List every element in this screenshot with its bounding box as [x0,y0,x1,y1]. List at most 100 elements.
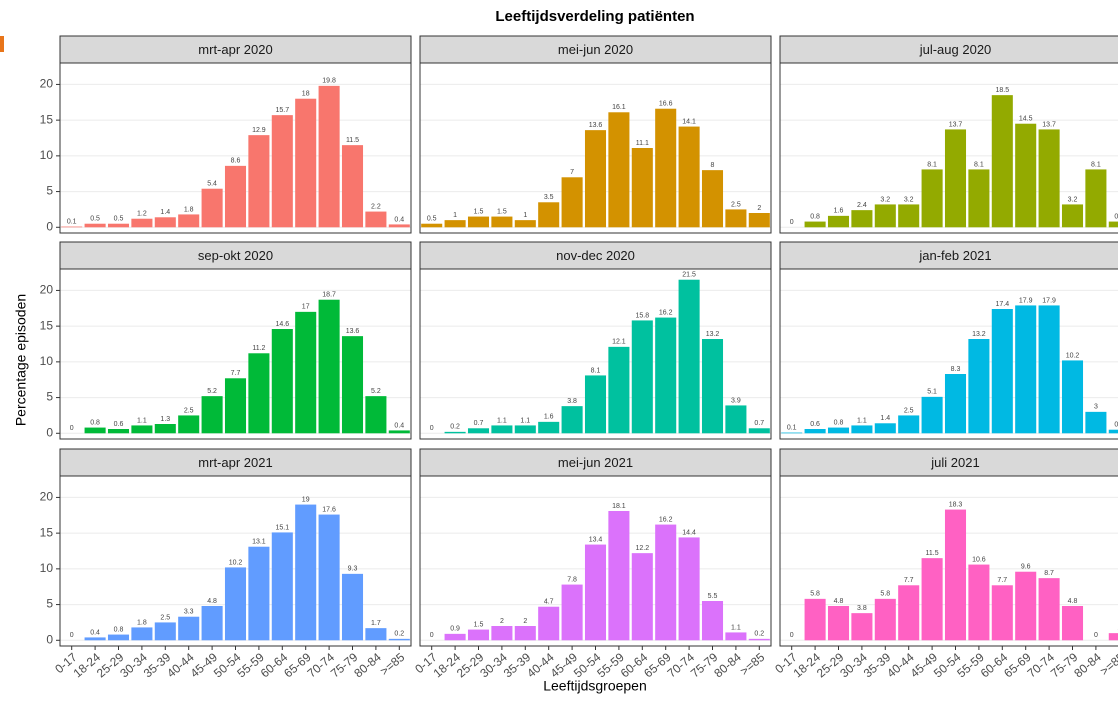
x-tick-label: >=85 [377,650,407,679]
value-label: 13.7 [949,121,963,128]
value-label: 14.6 [275,321,289,328]
bar [1038,129,1060,228]
value-label: 0.9 [450,626,460,633]
bar [1038,305,1060,434]
strip-label: juli 2021 [930,455,979,470]
value-label: 0.5 [427,216,437,223]
bar [608,511,630,641]
value-label: 18.5 [995,87,1009,94]
bar [804,598,826,641]
strip-label: sep-okt 2020 [198,248,273,263]
value-label: 13.6 [589,122,603,129]
value-label: 11.5 [346,137,359,144]
panel-border [419,475,772,647]
value-label: 18.7 [322,292,336,299]
bar [781,432,803,434]
bar [1108,633,1118,641]
y-tick-label: 5 [46,597,53,611]
bar [248,135,270,228]
bar [851,425,873,434]
chart-title: Leeftijdsverdeling patiënten [495,8,694,25]
value-label: 17.4 [995,301,1009,308]
value-label: 8.1 [591,367,601,374]
value-label: 0.7 [754,420,764,427]
bar [154,622,176,641]
bar [154,217,176,228]
bar [84,223,106,228]
bar [131,425,153,434]
bar [224,567,247,641]
strip [419,448,772,477]
value-label: 5.4 [207,181,217,188]
bar [1108,429,1118,434]
bar [584,375,607,434]
y-tick-label: 20 [40,283,54,297]
bar [514,626,536,641]
bar [655,317,677,434]
value-label: 7 [570,169,574,176]
bar [725,209,747,228]
y-tick-label: 15 [40,525,54,539]
bar [84,637,106,641]
y-tick-label: 0 [46,632,53,646]
bar [271,532,293,641]
bar [365,211,387,228]
value-label: 10.2 [229,559,243,566]
y-axis-title: Percentage episoden [13,294,29,426]
panel-border [419,268,772,440]
panel-border [59,62,412,234]
bar [107,223,130,228]
value-label: 0 [70,425,74,432]
y-tick-label: 5 [46,390,53,404]
bar [631,553,653,641]
bar [467,216,490,228]
bar [295,98,317,228]
bar [1015,305,1037,434]
bar [898,204,920,228]
value-label: 0.1 [67,218,77,225]
strip-label: mei-jun 2020 [558,42,633,57]
strip-label: jan-feb 2021 [918,248,991,263]
bar [178,415,200,434]
bar [851,613,873,641]
bar [491,425,513,434]
bar [1015,571,1037,641]
value-label: 17.9 [1019,297,1033,304]
value-label: 0 [1094,632,1098,639]
value-label: 1.5 [474,621,484,628]
value-label: 0.8 [1114,213,1118,220]
value-label: 1.2 [137,211,147,218]
y-tick-label: 10 [40,148,54,162]
bar [991,309,1013,434]
value-label: 3.3 [184,609,194,616]
value-label: 7.7 [997,577,1007,584]
value-label: 0 [430,425,434,432]
value-label: 13.1 [252,539,266,546]
bar [748,213,770,228]
bar [1061,204,1084,228]
strip-label: nov-dec 2020 [556,248,635,263]
value-label: 2.5 [160,614,170,621]
value-label: 12.1 [612,339,626,346]
value-label: 13.6 [346,328,360,335]
bar [467,629,490,641]
value-label: 3.2 [904,196,914,203]
value-label: 10.6 [972,556,986,563]
y-tick-label: 10 [40,354,54,368]
y-tick-label: 15 [40,318,54,332]
bar [561,584,583,641]
value-label: 0.5 [114,216,124,223]
value-label: 1.1 [731,624,741,631]
bar [804,429,826,434]
bar [1061,360,1084,434]
panel-border [59,475,412,647]
bar [968,339,990,434]
value-label: 1.3 [160,416,170,423]
bar [514,220,536,228]
y-tick-label: 20 [40,490,54,504]
bar [271,329,293,434]
value-label: 2.4 [857,202,867,209]
bar [968,169,990,228]
value-label: 0.7 [474,420,484,427]
value-label: 0.6 [114,421,124,428]
